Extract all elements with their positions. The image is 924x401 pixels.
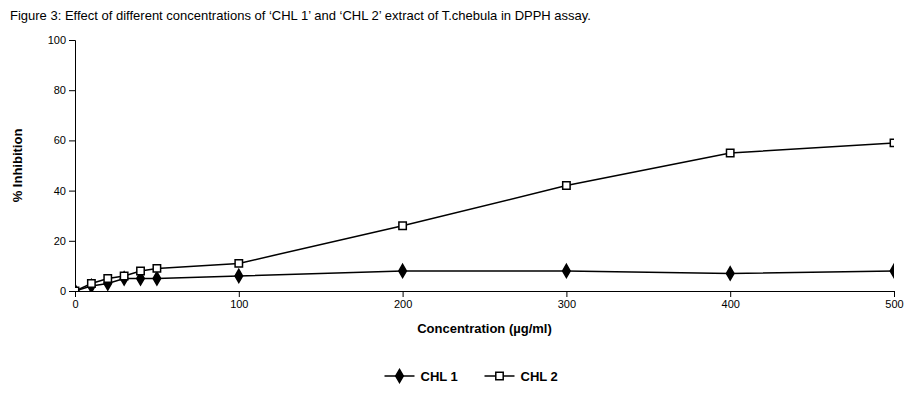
legend-symbol [396, 369, 404, 382]
x-tick: 0 [72, 291, 78, 310]
point [104, 275, 111, 282]
point [88, 279, 96, 291]
y-tick-label: 0 [60, 285, 66, 297]
y-tick-mark [69, 191, 75, 192]
legend-symbol [496, 372, 503, 379]
point [88, 280, 95, 287]
point [137, 267, 144, 274]
x-tick-label: 300 [558, 298, 576, 310]
x-tick: 100 [230, 291, 248, 310]
point [120, 272, 127, 279]
x-tick-mark [566, 291, 567, 297]
legend-label: CHL 2 [521, 369, 558, 384]
point [890, 139, 894, 146]
x-tick-label: 0 [72, 298, 78, 310]
y-tick: 60 [54, 134, 75, 146]
y-tick: 0 [60, 285, 75, 297]
chart: Figure 3: Effect of different concentrat… [0, 0, 924, 401]
plot: 0 100 200 300 400 500 0 20 40 60 80 100 [48, 34, 904, 310]
x-tick: 300 [558, 291, 576, 310]
x-tick-mark [730, 291, 731, 297]
point [75, 287, 79, 291]
point [399, 222, 406, 229]
y-tick-mark [69, 140, 75, 141]
x-tick-mark [239, 291, 240, 297]
point [726, 149, 733, 156]
x-tick-label: 200 [394, 298, 412, 310]
y-tick: 20 [54, 235, 75, 247]
y-tick-label: 40 [54, 185, 66, 197]
x-axis-title: Concentration (µg/ml) [417, 321, 552, 336]
y-tick-mark [69, 241, 75, 242]
y-tick-mark [69, 90, 75, 91]
y-axis: 0 20 40 60 80 100 [48, 34, 76, 297]
point [120, 272, 128, 285]
series-line [75, 271, 894, 291]
point [399, 264, 407, 277]
point [75, 284, 79, 291]
y-axis-line [69, 41, 76, 292]
legend-label: CHL 1 [421, 369, 458, 384]
x-tick: 500 [885, 291, 903, 310]
x-tick: 200 [394, 291, 412, 310]
legend-item: CHL 2 [485, 369, 558, 384]
y-tick-label: 20 [54, 235, 66, 247]
title: Figure 3: Effect of different concentrat… [10, 8, 591, 23]
marks [75, 139, 894, 291]
x-tick-mark [894, 291, 895, 297]
point [153, 272, 161, 285]
point [890, 264, 894, 277]
x-tick-label: 500 [885, 298, 903, 310]
point [235, 260, 242, 267]
y-tick-mark [69, 40, 75, 41]
x-tick-label: 100 [230, 298, 248, 310]
y-tick-label: 100 [48, 34, 66, 46]
y-tick-label: 60 [54, 134, 66, 146]
legend: CHL 1 CHL 2 [385, 369, 558, 384]
x-tick: 400 [722, 291, 740, 310]
y-axis-title: % Inhibition [10, 129, 25, 203]
y-tick: 40 [54, 185, 75, 197]
x-axis: 0 100 200 300 400 500 [72, 291, 903, 310]
y-tick-label: 80 [54, 84, 66, 96]
series-line [75, 143, 894, 291]
point [563, 182, 570, 189]
x-tick-mark [403, 291, 404, 297]
y-tick-mark [69, 291, 75, 292]
y-tick: 100 [48, 34, 75, 46]
y-tick: 80 [54, 84, 75, 96]
point [153, 265, 160, 272]
x-axis-line [76, 292, 895, 298]
point [726, 267, 734, 280]
x-tick-label: 400 [722, 298, 740, 310]
legend-item: CHL 1 [385, 369, 458, 384]
point [563, 264, 571, 277]
point [235, 269, 243, 282]
